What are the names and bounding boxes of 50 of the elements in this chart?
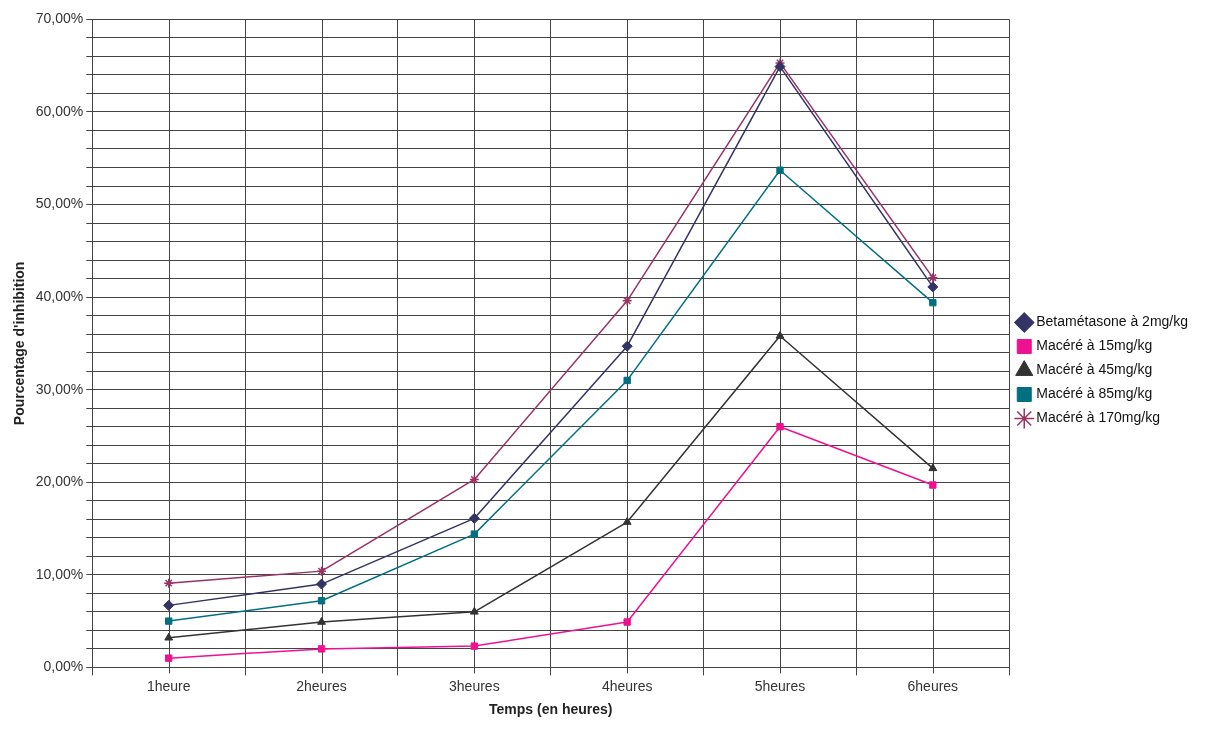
point xyxy=(468,512,480,524)
y-axis-title: Pourcentage d'inhibition xyxy=(11,261,28,426)
y-tick-label: 60,00% xyxy=(35,102,84,119)
point xyxy=(316,578,328,590)
point xyxy=(776,166,784,174)
point xyxy=(469,474,480,485)
point xyxy=(774,61,786,73)
point xyxy=(165,654,173,662)
point xyxy=(163,599,175,611)
x-tick-label: 6heures xyxy=(907,677,959,694)
point xyxy=(621,295,633,307)
legend-label: Macéré à 15mg/kg xyxy=(1036,337,1153,354)
point xyxy=(929,481,937,489)
x-tick-label: 1heure xyxy=(146,677,191,694)
point xyxy=(775,330,785,339)
x-tick-label: 3heures xyxy=(449,677,500,694)
point xyxy=(776,423,784,431)
y-tick-label: 10,00% xyxy=(35,565,84,582)
point xyxy=(470,530,479,538)
x-tick-label: 2heures xyxy=(296,677,347,694)
y-tick-label: 70,00% xyxy=(35,10,84,27)
y-tick-label: 50,00% xyxy=(35,195,84,212)
y-tick-label: 40,00% xyxy=(35,287,84,304)
x-tick-label: 5heures xyxy=(754,677,806,694)
point xyxy=(165,617,173,625)
y-tick-label: 30,00% xyxy=(35,380,84,397)
point xyxy=(469,606,479,615)
point xyxy=(316,565,327,577)
y-tick-label: 0,00% xyxy=(43,658,84,675)
point xyxy=(470,642,479,650)
point xyxy=(622,517,632,525)
point xyxy=(164,632,174,641)
y-tick-label: 20,00% xyxy=(35,473,84,490)
point xyxy=(317,617,326,625)
point xyxy=(621,340,633,352)
point xyxy=(929,298,937,307)
legend-label: Betamétasone à 2mg/kg xyxy=(1036,313,1189,330)
x-tick-label: 4heures xyxy=(601,677,653,694)
point xyxy=(927,281,939,293)
point xyxy=(623,376,631,385)
point xyxy=(927,272,939,283)
point xyxy=(163,577,174,589)
legend-label: Macéré à 85mg/kg xyxy=(1036,385,1153,402)
point xyxy=(317,597,326,605)
legend-label: Macéré à 170mg/kg xyxy=(1036,409,1160,426)
legend-label: Macéré à 45mg/kg xyxy=(1036,361,1153,378)
x-axis-title: Temps (en heures) xyxy=(489,701,613,718)
point xyxy=(623,618,631,626)
point xyxy=(317,645,326,653)
point xyxy=(928,463,938,472)
